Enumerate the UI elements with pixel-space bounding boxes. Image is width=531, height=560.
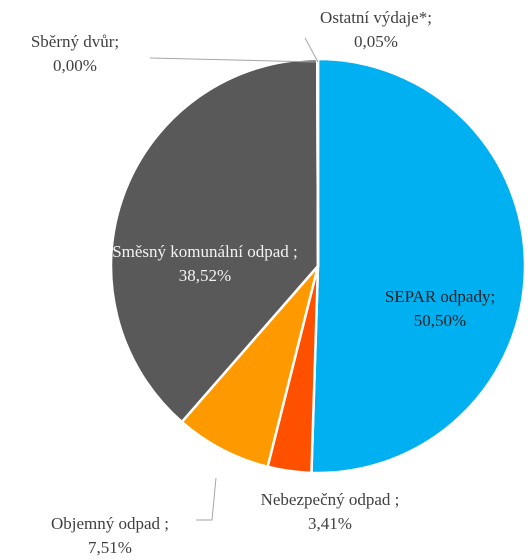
value-label: 38,52%: [178, 266, 232, 285]
category-label: Objemný odpad ;: [50, 514, 170, 533]
slices: [109, 57, 527, 475]
value-label: 7,51%: [88, 538, 132, 557]
data-label: SEPAR odpady; 50,50%: [355, 285, 525, 333]
data-label: Nebezpečný odpad ; 3,41%: [245, 488, 415, 536]
category-label: Směsný komunální odpad ;: [112, 242, 298, 261]
value-label: 50,50%: [413, 311, 467, 330]
category-label: SEPAR odpady;: [384, 287, 496, 306]
pie-slice: [310, 57, 527, 475]
leader-line: [149, 57, 317, 63]
value-label: 0,05%: [354, 32, 398, 51]
pie-slice: [316, 57, 320, 268]
leader-line: [304, 37, 319, 63]
category-label: Nebezpečný odpad ;: [260, 490, 400, 509]
category-label: Ostatní výdaje*;: [320, 8, 432, 27]
pie-slice: [180, 264, 320, 469]
pie-slice: [109, 57, 320, 424]
value-label: 0,00%: [53, 56, 97, 75]
data-label: Sběrný dvůr; 0,00%: [5, 30, 145, 78]
value-label: 3,41%: [308, 514, 352, 533]
data-label: Objemný odpad ; 7,51%: [35, 512, 185, 560]
data-label: Směsný komunální odpad ; 38,52%: [110, 240, 300, 288]
leader-line: [196, 477, 217, 521]
data-label: Ostatní výdaje*; 0,05%: [291, 6, 461, 54]
category-label: Sběrný dvůr;: [30, 32, 120, 51]
